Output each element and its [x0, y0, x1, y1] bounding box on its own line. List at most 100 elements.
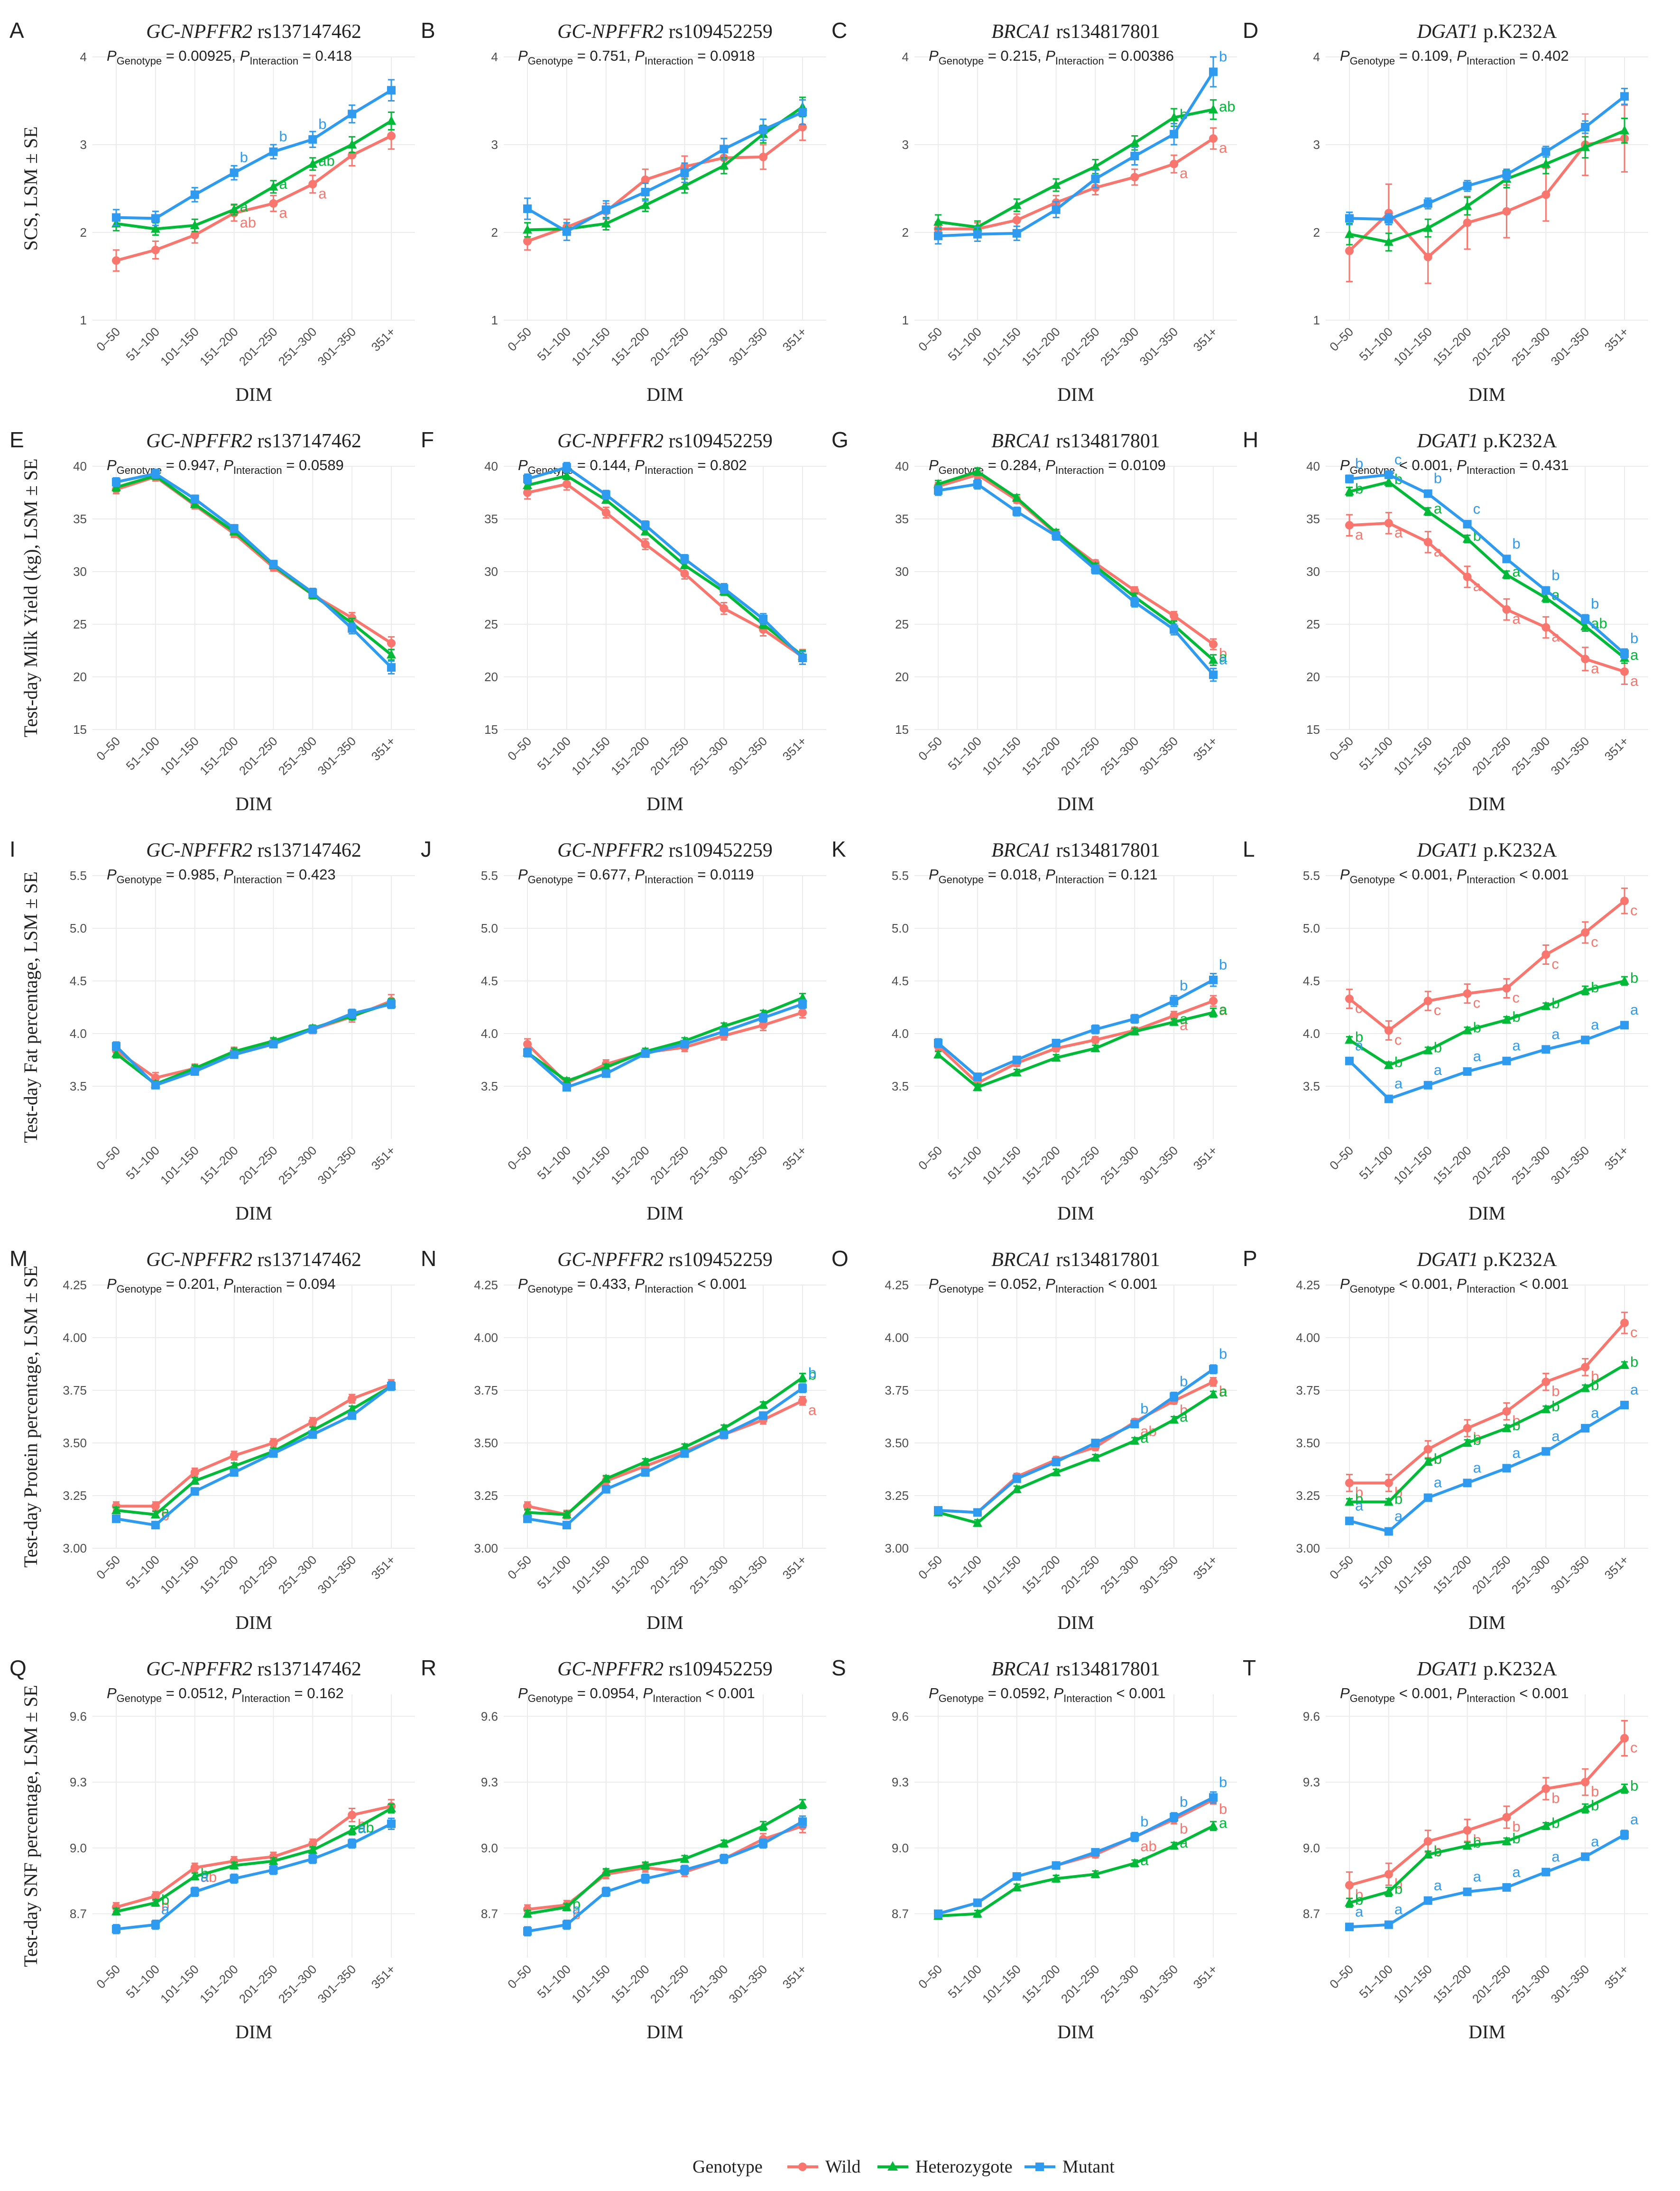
p-subscript: Interaction [645, 874, 693, 886]
panel-m: 3.00 3.25 3.50 3.75 4.00 4.25 0–50 51–100101–15… [9, 1246, 415, 1633]
x-tick-label: 101–150 [157, 1143, 202, 1187]
series-line-wild [1349, 1737, 1626, 1887]
x-tick-label: 251–300 [1509, 734, 1553, 778]
y-tick-label: 40 [1306, 459, 1320, 473]
title-gene: BRCA1 [991, 1249, 1051, 1271]
p-symbol: P [1340, 1276, 1350, 1292]
point-marker [1169, 1840, 1179, 1850]
x-axis-label: DIM [1057, 1612, 1094, 1633]
significance-label: c [1630, 1324, 1638, 1340]
p-subscript: Interaction [241, 1692, 290, 1704]
y-tick-label: 3.50 [885, 1436, 909, 1450]
y-tick-label: 30 [484, 564, 498, 579]
x-tick-label: 101–150 [569, 1143, 613, 1187]
significance-label: b [1355, 455, 1363, 472]
point-marker [1090, 1869, 1100, 1878]
point-marker [230, 524, 239, 533]
point-marker [1502, 555, 1511, 564]
y-tick-label: 4 [902, 50, 909, 64]
panel-r: 8.7 9.0 9.3 9.6 0–50 51–100101–150151–200201–… [421, 1655, 826, 2043]
x-tick-label: 301–350 [1548, 324, 1592, 369]
title-variant: p.K232A [1478, 1249, 1557, 1271]
point-marker [230, 1874, 239, 1883]
point-marker [641, 176, 650, 184]
significance-label: b [1180, 977, 1188, 994]
significance-label: b [1551, 1815, 1560, 1831]
significance-label: b [1591, 1377, 1599, 1394]
point-marker [1463, 1479, 1472, 1488]
legend-title: Genotype [692, 2157, 763, 2177]
p-subscript: Interaction [1055, 55, 1104, 67]
panel-tag: H [1243, 427, 1258, 452]
x-tick-label: 0–50 [505, 1553, 534, 1582]
p-symbol: P [223, 457, 233, 473]
point-marker [1423, 506, 1433, 516]
y-tick-label: 35 [895, 512, 909, 526]
point-marker [1542, 1784, 1551, 1793]
point-marker [1345, 229, 1354, 238]
y-tick-label: 40 [73, 459, 87, 473]
point-marker [1620, 1783, 1629, 1793]
series-line-mutant [116, 1822, 392, 1931]
point-marker [1581, 1778, 1590, 1786]
panel-f: 15 20 25 30 35 40 0–50 51–100101–150151–200201–… [421, 427, 826, 814]
y-tick-label: 3.25 [1296, 1488, 1320, 1503]
point-marker [523, 480, 532, 489]
y-tick-label: 9.6 [1303, 1709, 1320, 1723]
point-marker [308, 1854, 317, 1863]
point-marker [112, 1042, 120, 1051]
y-tick-label: 5.0 [70, 921, 87, 935]
point-marker [1502, 984, 1511, 993]
x-tick-label: 0–50 [505, 1143, 534, 1173]
point-marker [1209, 1007, 1218, 1017]
point-marker [1345, 1923, 1354, 1932]
panel-s: 8.7 9.0 9.3 9.6 0–50 51–100101–150151–200201–… [831, 1655, 1237, 2043]
p-subscript: Interaction [1467, 874, 1515, 886]
x-tick-label: 101–150 [569, 734, 613, 778]
x-tick-label: 301–350 [315, 1962, 359, 2006]
y-tick-label: 5.5 [892, 869, 909, 883]
point-marker [268, 1856, 278, 1865]
point-marker [562, 1509, 572, 1518]
p-interaction-value: < 0.001 [1515, 866, 1569, 883]
x-tick-label: 51–100 [535, 1962, 574, 2001]
p-subscript: Interaction [1055, 464, 1104, 476]
point-marker [150, 1509, 160, 1518]
series-line-wild [526, 126, 803, 243]
x-tick-label: 151–200 [608, 1143, 652, 1187]
p-symbol: P [929, 47, 939, 64]
point-marker [112, 1514, 120, 1523]
panel-o: 3.00 3.25 3.50 3.75 4.00 4.25 0–50 51–100101–15… [831, 1246, 1237, 1633]
panel-tag: A [9, 18, 24, 43]
significance-label: b [201, 1865, 209, 1882]
significance-label: b [1551, 567, 1560, 583]
point-marker [190, 1863, 199, 1872]
point-marker [601, 508, 610, 517]
point-marker [972, 1517, 982, 1527]
series-line-mutant [938, 71, 1215, 238]
point-marker [523, 1502, 532, 1511]
title-gene: GC-NPFFR2 [557, 840, 664, 861]
title-gene: DGAT1 [1417, 1249, 1478, 1271]
p-symbol: P [1340, 1685, 1350, 1701]
title-gene: GC-NPFFR2 [146, 1249, 252, 1271]
p-genotype-value: < 0.001, [1395, 1276, 1457, 1292]
y-tick-label: 4 [1313, 50, 1320, 64]
p-interaction-value: < 0.001 [1112, 1685, 1166, 1701]
point-marker [1542, 1045, 1551, 1054]
x-tick-label: 151–200 [1430, 1962, 1474, 2006]
panel-tag: E [9, 427, 24, 452]
point-marker [1423, 222, 1433, 232]
point-marker [720, 1027, 729, 1036]
significance-label: a [1180, 165, 1188, 182]
point-marker [1620, 1359, 1629, 1369]
point-marker [269, 1439, 278, 1447]
p-interaction-value: < 0.001 [702, 1685, 755, 1701]
p-symbol: P [1457, 1685, 1467, 1701]
point-marker [758, 1400, 768, 1409]
p-symbol: P [518, 866, 528, 883]
x-tick-label: 151–200 [1019, 1143, 1063, 1187]
point-marker [1384, 1920, 1393, 1929]
point-marker [1580, 1383, 1590, 1392]
significance-label: a [1591, 660, 1599, 676]
